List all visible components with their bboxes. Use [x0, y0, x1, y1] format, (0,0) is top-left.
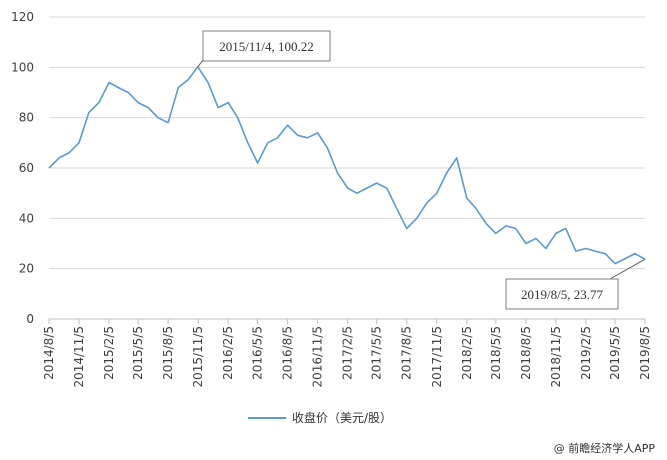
y-tick-label: 60 — [19, 161, 34, 175]
series-line-0 — [48, 66, 646, 265]
source-credit: @ 前瞻经济学人APP — [554, 441, 656, 455]
y-tick-label: 40 — [19, 211, 34, 225]
x-tick-label: 2017/2/5 — [341, 326, 355, 380]
series-layer — [48, 66, 646, 265]
annotation-box — [202, 30, 331, 62]
x-tick-label: 2019/8/5 — [638, 326, 652, 380]
y-tick-label: 80 — [19, 111, 34, 125]
x-tick-label: 2018/8/5 — [519, 326, 533, 380]
legend-label: 收盘价（美元/股） — [292, 410, 392, 425]
x-tick-label: 2017/11/5 — [430, 326, 444, 388]
annotation-label: 2019/8/5, 23.77 — [521, 287, 603, 302]
x-tick-label: 2015/5/5 — [131, 326, 145, 380]
x-tick-label: 2016/2/5 — [221, 326, 235, 380]
annotation-leader — [197, 59, 204, 68]
x-axis: 2014/8/5 2014/11/5 2015/2/5 2015/5/5 2015/8/… — [42, 318, 652, 388]
annotations-layer: 2015/11/4, 100.22 2019/8/5, 23.77 — [197, 30, 646, 310]
x-tick-label: 2016/11/5 — [311, 326, 325, 388]
x-tick-label: 2019/2/5 — [579, 326, 593, 380]
x-tick-label: 2018/2/5 — [460, 326, 474, 380]
legend: 收盘价（美元/股） — [248, 410, 392, 425]
y-tick-label: 0 — [26, 312, 34, 326]
x-tick-label: 2018/11/5 — [549, 326, 563, 388]
annotation-label: 2015/11/4, 100.22 — [219, 39, 314, 54]
annotation-leader — [609, 258, 646, 280]
x-tick-label: 2018/5/5 — [489, 326, 503, 380]
x-tick-label: 2016/8/5 — [281, 326, 295, 380]
y-axis: 0 20 40 60 80 100 120 — [11, 10, 34, 326]
annotation-box — [505, 278, 619, 310]
x-tick-label: 2015/11/5 — [191, 326, 205, 388]
gridlines — [49, 16, 645, 270]
x-tick-label: 2015/2/5 — [102, 326, 116, 380]
y-tick-label: 100 — [11, 60, 34, 74]
y-tick-label: 20 — [19, 262, 34, 276]
x-tick-label: 2014/11/5 — [72, 326, 86, 388]
y-tick-label: 120 — [11, 10, 34, 24]
x-tick-label: 2015/8/5 — [161, 326, 175, 380]
x-tick-label: 2017/8/5 — [400, 326, 414, 380]
x-tick-label: 2017/5/5 — [370, 326, 384, 380]
x-tick-label: 2019/5/5 — [608, 326, 622, 380]
x-tick-label: 2016/5/5 — [251, 326, 265, 380]
x-tick-label: 2014/8/5 — [42, 326, 56, 380]
